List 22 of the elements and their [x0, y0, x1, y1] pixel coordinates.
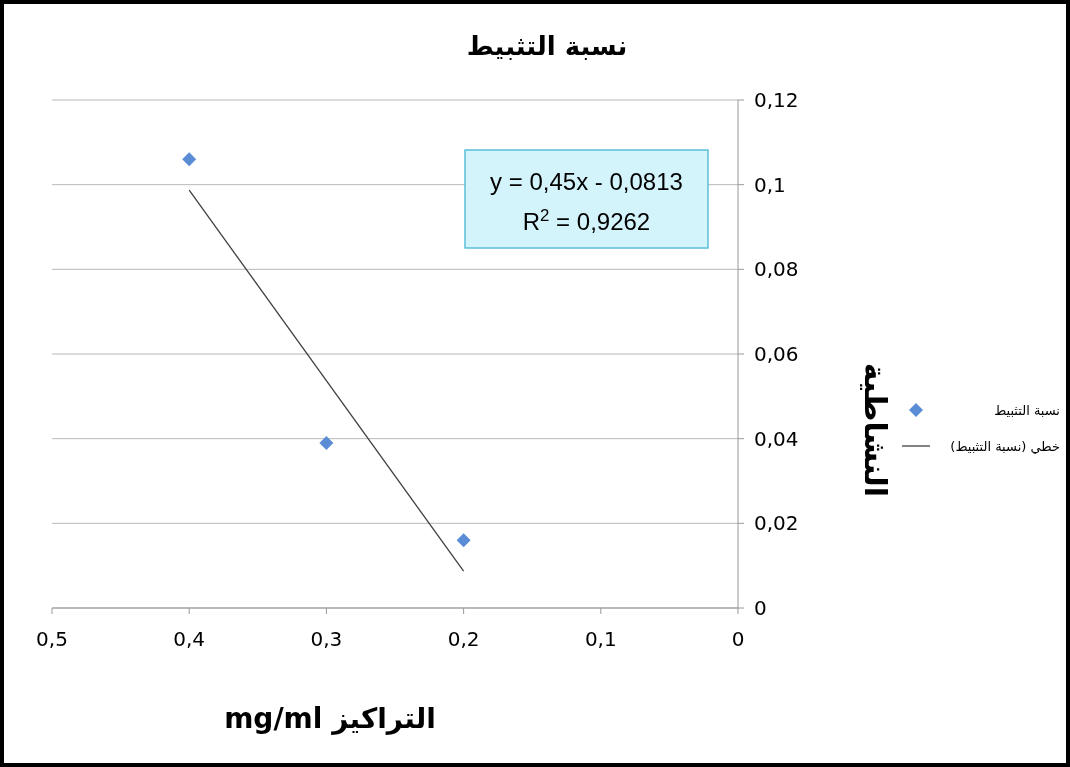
x-tick-label: 0,3: [310, 627, 343, 651]
x-tick-label: 0,5: [36, 627, 68, 651]
y-tick-label: 0: [754, 596, 767, 620]
x-tick-label: 0,4: [173, 627, 206, 651]
legend-label: خطي (نسبة التثبيط): [950, 439, 1060, 454]
x-tick-label: 0: [731, 627, 745, 651]
y-tick-label: 0,06: [754, 342, 799, 366]
y-tick-label: 0,08: [754, 257, 799, 282]
x-tick-label: 0,1: [584, 627, 617, 651]
x-axis-title: التراكيز mg/ml: [224, 702, 436, 735]
y-tick-label: 0,1: [754, 172, 786, 197]
y-tick-label: 0,02: [754, 511, 799, 536]
chart-title: نسبة التثبيط: [466, 31, 628, 61]
y-axis-title: النشاطية: [858, 362, 893, 498]
annotation: y = 0,45x - 0,0813: [490, 168, 683, 195]
y-tick-label: 0,12: [754, 88, 799, 112]
annotation: R$^{2}$ = 0,9262: [522, 205, 651, 235]
point: [182, 152, 197, 167]
point: [319, 435, 334, 450]
x-tick-label: 0,2: [447, 627, 480, 651]
point: [456, 533, 471, 548]
y-tick-label: 0,04: [754, 426, 799, 451]
